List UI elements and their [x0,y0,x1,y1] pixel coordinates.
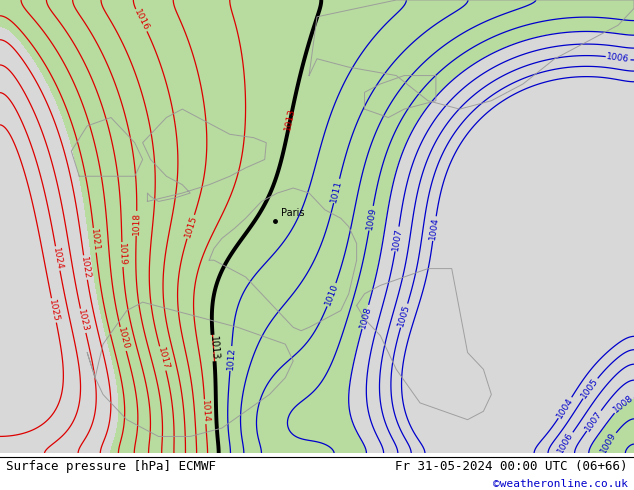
Text: 1021: 1021 [89,228,101,252]
Text: 1019: 1019 [117,243,127,266]
Text: 1012: 1012 [226,347,236,370]
Text: Surface pressure [hPa] ECMWF: Surface pressure [hPa] ECMWF [6,460,216,473]
Text: Fr 31-05-2024 00:00 UTC (06+66): Fr 31-05-2024 00:00 UTC (06+66) [395,460,628,473]
Text: 1014: 1014 [200,400,210,423]
Text: ©weatheronline.co.uk: ©weatheronline.co.uk [493,479,628,489]
Text: 1020: 1020 [116,327,131,351]
Text: 1007: 1007 [391,227,403,251]
Text: 1025: 1025 [48,298,61,322]
Text: 1024: 1024 [51,246,64,270]
Text: 1017: 1017 [155,346,170,371]
Text: 1009: 1009 [599,431,618,455]
Text: 1004: 1004 [429,217,441,241]
Text: 1006: 1006 [556,430,575,455]
Text: 1023: 1023 [76,309,90,333]
Text: 1018: 1018 [132,212,141,235]
Text: 1013: 1013 [283,107,297,132]
Text: 1008: 1008 [358,305,373,329]
Text: 1007: 1007 [583,409,604,433]
Text: 1004: 1004 [555,396,575,420]
Text: 1005: 1005 [579,376,600,400]
Text: 1015: 1015 [183,215,198,239]
Text: 1010: 1010 [323,282,340,307]
Text: 1009: 1009 [365,206,377,230]
Text: 1006: 1006 [606,52,630,64]
Text: 1022: 1022 [79,256,91,279]
Text: 1008: 1008 [611,393,634,415]
Text: Paris: Paris [281,208,305,218]
Text: 1011: 1011 [330,179,344,203]
Text: 1013: 1013 [207,336,219,361]
Text: 1016: 1016 [133,8,151,32]
Text: 1005: 1005 [396,303,411,328]
